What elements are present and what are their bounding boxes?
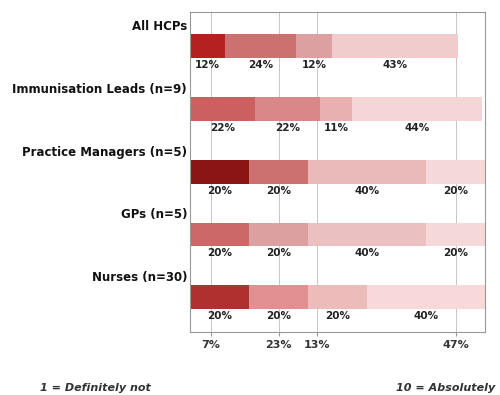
Bar	[367, 285, 485, 309]
Text: 22%: 22%	[275, 123, 300, 133]
Bar	[249, 285, 308, 309]
Bar	[308, 285, 367, 309]
Text: 12%: 12%	[195, 60, 220, 70]
Text: GPs (n=5): GPs (n=5)	[120, 209, 187, 221]
Bar	[296, 34, 332, 58]
Text: 20%: 20%	[207, 248, 232, 258]
Text: Immunisation Leads (n=9): Immunisation Leads (n=9)	[12, 83, 187, 96]
Text: 44%: 44%	[404, 123, 430, 133]
Text: 20%: 20%	[207, 311, 232, 321]
Bar	[190, 34, 226, 58]
Text: 20%: 20%	[266, 248, 291, 258]
Text: 43%: 43%	[382, 60, 407, 70]
Bar	[249, 160, 308, 184]
Bar	[190, 285, 249, 309]
Text: 20%: 20%	[443, 186, 468, 196]
Text: 24%: 24%	[248, 60, 274, 70]
Text: 40%: 40%	[354, 248, 380, 258]
Bar	[308, 160, 426, 184]
Text: 22%: 22%	[210, 123, 235, 133]
Bar	[426, 223, 485, 246]
Bar	[352, 97, 482, 121]
Text: 20%: 20%	[266, 186, 291, 196]
Text: 20%: 20%	[266, 311, 291, 321]
Bar	[308, 223, 426, 246]
Text: 1 = Definitely not: 1 = Definitely not	[40, 383, 151, 393]
Bar	[226, 34, 296, 58]
Bar	[332, 34, 458, 58]
Text: 20%: 20%	[207, 186, 232, 196]
Text: Practice Managers (n=5): Practice Managers (n=5)	[22, 146, 187, 159]
Text: 10 = Absolutely: 10 = Absolutely	[396, 383, 495, 393]
Bar	[190, 223, 249, 246]
Text: All HCPs: All HCPs	[132, 20, 187, 33]
Text: 40%: 40%	[414, 311, 438, 321]
Text: 12%: 12%	[302, 60, 326, 70]
Bar	[320, 97, 352, 121]
Text: 40%: 40%	[354, 186, 380, 196]
Text: Nurses (n=30): Nurses (n=30)	[92, 271, 187, 284]
Text: 20%: 20%	[443, 248, 468, 258]
Bar	[190, 97, 255, 121]
Text: 11%: 11%	[324, 123, 348, 133]
Bar	[255, 97, 320, 121]
Bar	[190, 160, 249, 184]
Bar	[249, 223, 308, 246]
Bar	[426, 160, 485, 184]
Text: 20%: 20%	[325, 311, 350, 321]
